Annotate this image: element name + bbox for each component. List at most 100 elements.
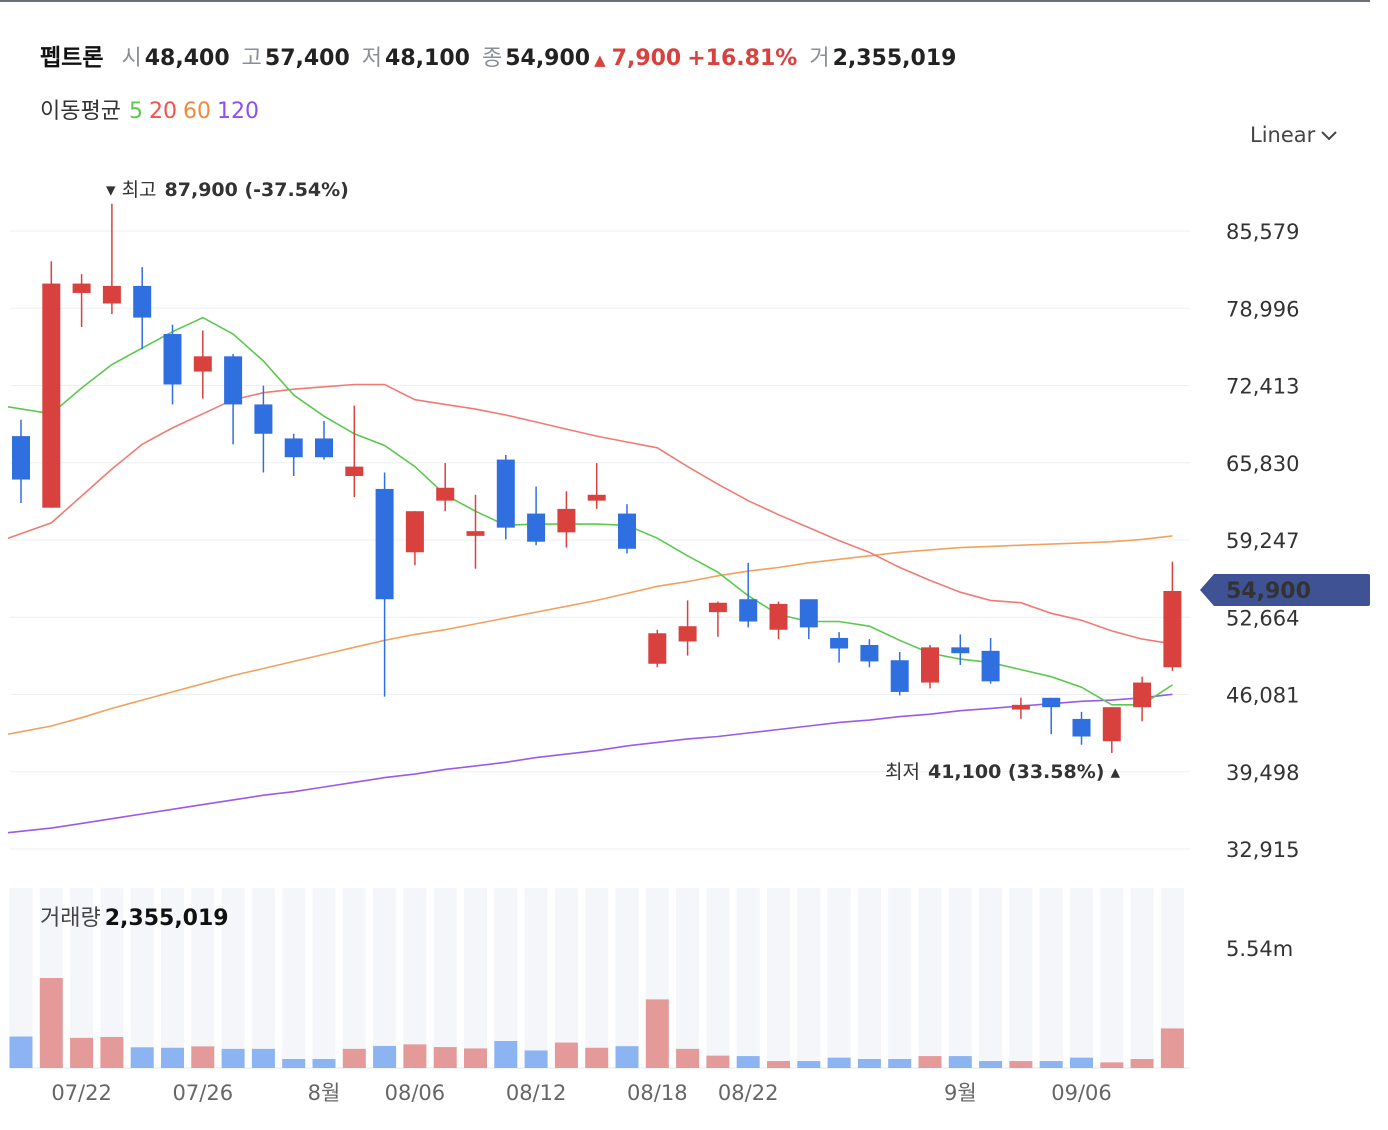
price-tick-label: 39,498 <box>1226 761 1299 785</box>
volume-bar-bg <box>615 888 639 1068</box>
ma120-label[interactable]: 120 <box>216 99 259 124</box>
volume-bar-bg <box>342 888 366 1068</box>
candle <box>133 267 152 350</box>
price-axis: 85,579 78,996 72,413 65,830 59,247 52,664 46,0… <box>1226 220 1299 862</box>
volume-bar-bg <box>282 888 306 1068</box>
candle-body <box>163 334 182 385</box>
candle <box>42 261 61 508</box>
low-annotation-value: 41,100 (33.58%) <box>928 761 1104 783</box>
volume-bar <box>100 1036 124 1068</box>
candle-body <box>42 283 61 508</box>
date-tick-label: 9월 <box>944 1081 977 1105</box>
volume-bar-bg <box>585 888 609 1068</box>
volume-bar <box>9 1036 33 1068</box>
volume-bar-bg <box>1160 888 1184 1068</box>
moving-average-legend: 이동평균 5 20 60 120 <box>40 93 265 125</box>
volume-bar-bg <box>1009 888 1033 1068</box>
candle-body <box>405 511 424 553</box>
candle-body <box>254 404 273 434</box>
volume-bars <box>9 978 1184 1068</box>
candle-body <box>951 647 970 654</box>
candle <box>375 472 394 697</box>
change-percent: +16.81% <box>687 46 798 71</box>
volume-bar <box>1070 1057 1093 1068</box>
volume-bar <box>1100 1062 1124 1068</box>
volume-bar-bg <box>100 888 124 1068</box>
volume-bar <box>918 1056 942 1068</box>
volume-bar <box>979 1061 1003 1068</box>
volume-bar-bg <box>706 888 730 1068</box>
volume-bar-bg <box>9 888 33 1068</box>
volume-title-value: 2,355,019 <box>104 906 229 931</box>
date-tick-label: 09/06 <box>1051 1081 1112 1105</box>
candle-body <box>1163 591 1182 668</box>
ma60-label[interactable]: 60 <box>182 99 211 124</box>
volume-bar <box>524 1050 548 1068</box>
volume-background <box>9 888 1190 1069</box>
volume-bar-bg <box>251 888 275 1068</box>
up-triangle-icon: ▲ <box>594 51 606 69</box>
volume-bar <box>282 1059 306 1068</box>
volume-bar <box>948 1056 972 1068</box>
candle <box>466 494 485 569</box>
volume-bar <box>1130 1059 1154 1068</box>
ma20-label[interactable]: 20 <box>148 99 177 124</box>
candle <box>951 634 970 665</box>
candle-body <box>981 650 1000 682</box>
candle-body <box>1042 697 1061 708</box>
volume-bar <box>645 999 669 1068</box>
date-tick-label: 07/22 <box>51 1081 112 1105</box>
volume-bar-bg <box>221 888 245 1068</box>
volume-bar-bg <box>373 888 397 1068</box>
candle-body <box>1102 707 1121 742</box>
candle <box>345 405 364 498</box>
ma5-label[interactable]: 5 <box>128 99 143 124</box>
volume-bar-bg <box>797 888 821 1068</box>
candle <box>1102 707 1121 753</box>
candle-body <box>315 438 333 458</box>
annotations: ▾ 최고 87,900 (-37.54%) 최저 41,100 (33.58%) ▴… <box>106 179 1370 961</box>
candle <box>193 330 212 399</box>
high-annotation: ▾ 최고 87,900 (-37.54%) <box>106 179 349 201</box>
volume-bar-bg <box>827 888 851 1068</box>
candle-body <box>678 626 697 642</box>
candle-body <box>193 356 212 372</box>
candle <box>860 639 879 668</box>
volume-bar <box>373 1045 397 1068</box>
candle <box>618 504 636 554</box>
grid-lines <box>10 230 1190 850</box>
volume-bar <box>554 1042 578 1068</box>
volume-bar-bg <box>554 888 578 1068</box>
candle-body <box>769 603 788 630</box>
volume-bar <box>1009 1061 1033 1068</box>
date-tick-label: 08/22 <box>718 1081 779 1105</box>
candle-body <box>890 660 909 692</box>
high-marker-icon: ▾ <box>106 179 122 201</box>
scale-selector-label: Linear <box>1250 123 1316 147</box>
candle <box>587 463 606 509</box>
candle <box>527 486 546 546</box>
candle <box>557 491 576 548</box>
volume-axis-label: 5.54m <box>1226 937 1293 961</box>
candle-body <box>436 487 455 501</box>
candle <box>12 419 30 504</box>
candle-body <box>466 531 485 536</box>
candle <box>769 601 788 640</box>
volume-bar <box>221 1048 245 1068</box>
volume-bar-bg <box>888 888 912 1068</box>
price-tick-label: 32,915 <box>1226 838 1299 862</box>
candle-body <box>133 285 152 318</box>
price-tick-label: 72,413 <box>1226 375 1299 399</box>
ma5-line <box>7 316 1173 706</box>
volume-bar-bg <box>1070 888 1093 1068</box>
price-tick-label: 78,996 <box>1226 297 1299 321</box>
date-tick-label: 08/18 <box>627 1081 688 1105</box>
volume-bar <box>161 1047 184 1068</box>
candle <box>1133 676 1152 722</box>
candle <box>405 511 424 566</box>
scale-selector[interactable]: Linear <box>1250 123 1337 147</box>
ma20-line <box>7 383 1173 645</box>
candle-body <box>72 283 91 293</box>
volume-bar-bg <box>161 888 184 1068</box>
